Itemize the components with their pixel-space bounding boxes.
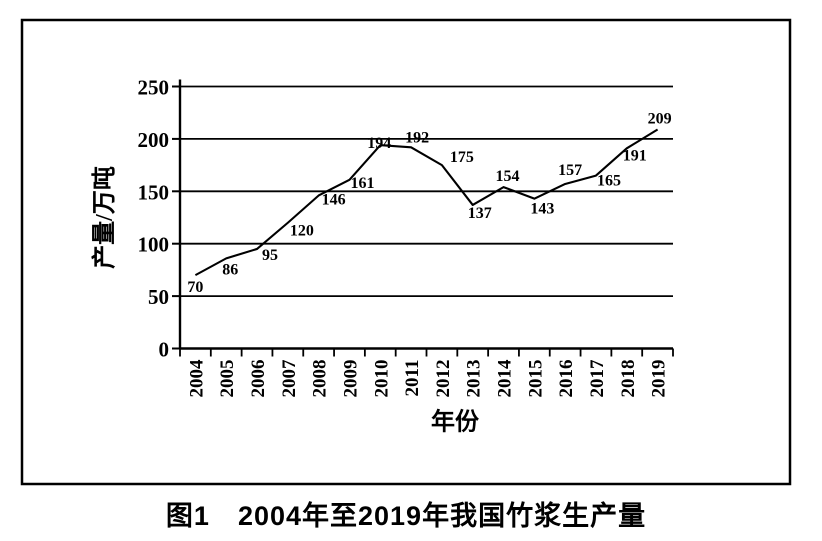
y-tick-label: 150 bbox=[138, 180, 170, 204]
x-tick-label: 2010 bbox=[371, 360, 392, 398]
data-point-label: 157 bbox=[558, 162, 582, 179]
figure-caption: 图1 2004年至2019年我国竹浆生产量 bbox=[165, 501, 647, 531]
x-tick-label: 2014 bbox=[495, 359, 516, 398]
x-tick-label: 2009 bbox=[340, 360, 361, 398]
data-point-label: 143 bbox=[530, 201, 554, 218]
data-point-label: 191 bbox=[623, 147, 647, 164]
x-tick-label: 2018 bbox=[618, 360, 639, 398]
data-point-label: 120 bbox=[290, 223, 314, 240]
x-tick-label: 2011 bbox=[402, 360, 423, 397]
data-point-label: 154 bbox=[496, 168, 520, 185]
y-tick-label: 250 bbox=[138, 76, 170, 100]
y-axis-title: 产量/万吨 bbox=[90, 166, 118, 269]
x-tick-label: 2015 bbox=[525, 360, 546, 398]
outer-border bbox=[20, 18, 792, 486]
x-tick-label: 2012 bbox=[433, 360, 454, 398]
x-tick-label: 2006 bbox=[248, 360, 269, 398]
x-tick-label: 2007 bbox=[279, 359, 300, 398]
data-point-label: 161 bbox=[350, 175, 374, 192]
x-tick-label: 2017 bbox=[587, 359, 608, 398]
data-point-label: 175 bbox=[450, 149, 474, 166]
x-tick-label: 2013 bbox=[464, 360, 485, 398]
y-tick-label: 100 bbox=[138, 233, 170, 257]
data-point-label: 209 bbox=[648, 110, 672, 127]
x-axis-title: 年份 bbox=[431, 408, 480, 436]
data-point-label: 146 bbox=[322, 191, 346, 208]
y-tick-label: 200 bbox=[138, 128, 170, 152]
y-tick-label: 50 bbox=[148, 285, 169, 309]
y-tick-label: 0 bbox=[159, 338, 170, 362]
data-point-label: 95 bbox=[262, 247, 278, 264]
line-chart: 0 50 100 150 200 250 2004 2005 2006 2007 2008 2009 2… bbox=[20, 18, 792, 486]
x-tick-label: 2019 bbox=[649, 360, 670, 398]
x-tick-label: 2008 bbox=[310, 360, 331, 398]
data-point-label: 137 bbox=[468, 205, 492, 222]
x-tick-label: 2005 bbox=[217, 360, 238, 398]
x-tick-label: 2016 bbox=[556, 360, 577, 398]
data-point-label: 86 bbox=[222, 261, 238, 278]
data-point-label: 70 bbox=[187, 279, 203, 296]
data-point-label: 194 bbox=[367, 135, 391, 152]
data-point-label: 192 bbox=[405, 129, 429, 146]
data-line bbox=[194, 128, 659, 277]
data-point-label: 165 bbox=[597, 173, 621, 190]
x-tick-label: 2004 bbox=[186, 359, 207, 398]
